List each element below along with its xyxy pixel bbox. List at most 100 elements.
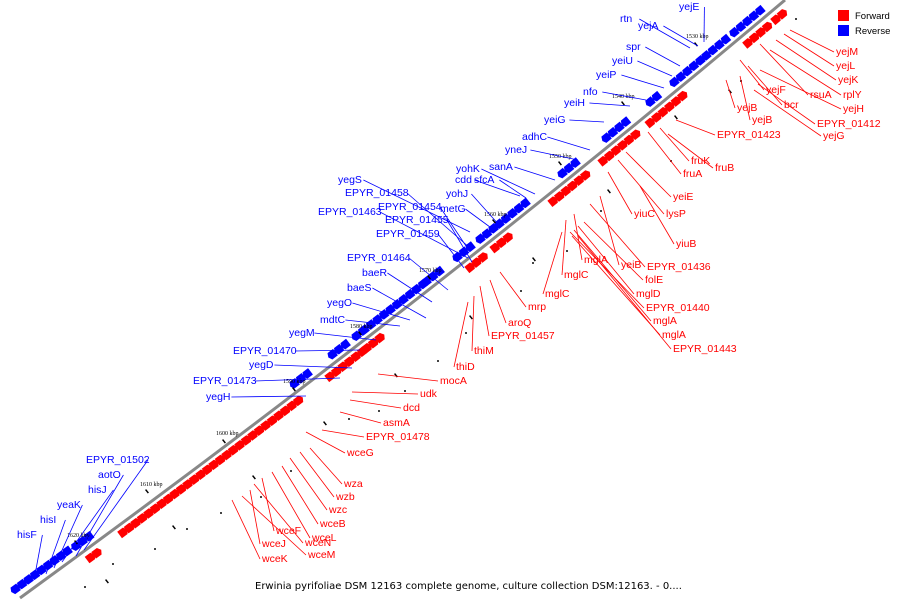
forward-label-leader — [667, 133, 714, 169]
forward-label-leader — [569, 231, 645, 309]
forward-gene-arrow — [234, 440, 245, 451]
forward-gene-arrow — [477, 252, 488, 263]
reverse-gene-label: yejE — [679, 1, 699, 13]
kbp-tick-label: 1600 kbp — [216, 431, 239, 437]
reverse-gene-arrow — [748, 10, 760, 22]
legend-label-forward: Forward — [855, 11, 890, 22]
kbp-tick — [394, 373, 398, 378]
scale-dot — [465, 332, 467, 334]
reverse-gene-label: hisI — [40, 514, 56, 526]
forward-label-leader — [479, 285, 490, 337]
reverse-gene-arrow — [289, 378, 300, 389]
forward-gene-label: yejG — [823, 130, 845, 142]
reverse-gene-arrow — [669, 76, 680, 88]
reverse-gene-arrow — [17, 578, 28, 590]
forward-gene-arrow — [663, 101, 675, 113]
forward-label-leader — [675, 119, 716, 136]
forward-gene-arrow — [579, 170, 591, 181]
scale-dot — [532, 262, 534, 264]
forward-gene-arrow — [169, 488, 180, 500]
reverse-label-leader — [406, 192, 471, 249]
scale-dot — [154, 548, 156, 550]
forward-label-leader — [789, 29, 835, 53]
reverse-gene-arrow — [607, 126, 619, 138]
forward-gene-label: wceN — [304, 537, 331, 549]
forward-label-leader — [647, 131, 682, 175]
reverse-gene-label: rtn — [620, 13, 632, 25]
kbp-tick — [292, 387, 296, 392]
reverse-label-leader — [363, 179, 471, 233]
forward-gene-arrow — [337, 361, 348, 373]
forward-gene-arrow — [676, 90, 688, 102]
reverse-gene-arrow — [404, 288, 416, 300]
reverse-gene-arrow — [327, 348, 338, 360]
forward-gene-arrow — [91, 548, 102, 559]
reverse-label-leader — [75, 474, 124, 557]
reverse-gene-arrow — [372, 314, 383, 325]
forward-gene-label: yejF — [766, 84, 786, 96]
reverse-gene-label: cdd — [455, 174, 472, 186]
reverse-gene-label: EPYR_01455 — [385, 214, 449, 226]
forward-gene-label: folE — [645, 274, 663, 286]
reverse-label-leader — [33, 534, 43, 581]
scale-dot — [186, 528, 188, 530]
reverse-label-leader — [621, 74, 665, 89]
forward-gene-label: rplY — [843, 89, 862, 101]
forward-label-leader — [499, 271, 527, 308]
reverse-gene-label: EPYR_01459 — [376, 228, 440, 240]
reverse-gene-arrow — [77, 535, 88, 547]
reverse-gene-label: yeiP — [596, 69, 616, 81]
forward-gene-arrow — [553, 191, 565, 202]
reverse-gene-arrow — [513, 202, 525, 214]
kbp-tick-label: 1530 kbp — [686, 34, 709, 40]
forward-gene-arrow — [260, 420, 271, 432]
forward-gene-arrow — [208, 459, 219, 471]
forward-gene-arrow — [123, 522, 135, 534]
kbp-tick — [492, 219, 496, 224]
reverse-gene-arrow — [707, 44, 719, 56]
forward-gene-arrow — [361, 343, 372, 354]
reverse-gene-label: EPYR_01463 — [318, 206, 382, 218]
forward-label-leader — [757, 83, 816, 125]
forward-gene-arrow — [616, 140, 628, 151]
forward-label-leader — [489, 279, 507, 324]
forward-gene-arrow — [560, 185, 571, 197]
forward-gene-label: udk — [420, 388, 438, 400]
forward-gene-arrow — [573, 175, 584, 187]
reverse-gene-label: EPYR_01473 — [193, 375, 257, 387]
forward-gene-arrow — [547, 196, 558, 208]
reverse-gene-arrow — [494, 218, 505, 229]
reverse-gene-label: EPYR_01470 — [233, 345, 297, 357]
reverse-gene-label: yegS — [338, 174, 362, 186]
forward-label-leader — [625, 151, 672, 198]
forward-gene-label: EPYR_01440 — [646, 302, 710, 314]
kbp-tick — [145, 489, 149, 494]
gene-arcs — [10, 4, 788, 595]
forward-gene-arrow — [324, 371, 335, 383]
reverse-label-leader — [465, 208, 495, 231]
forward-gene-label: yiuB — [676, 238, 696, 250]
legend-label-reverse: Reverse — [855, 26, 890, 37]
forward-gene-label: aroQ — [508, 317, 531, 329]
forward-label-leader — [261, 477, 275, 532]
forward-gene-arrow — [367, 338, 379, 349]
forward-label-leader — [309, 447, 343, 485]
reverse-gene-arrow — [701, 50, 712, 61]
reverse-gene-arrow — [557, 167, 568, 179]
reverse-gene-label: yeaK — [57, 499, 81, 511]
forward-label-leader — [351, 391, 419, 395]
forward-gene-label: wceF — [275, 525, 301, 537]
forward-gene-arrow — [240, 435, 252, 446]
forward-gene-arrow — [502, 232, 513, 244]
legend: Forward Reverse — [838, 10, 890, 37]
forward-label-leader — [453, 301, 469, 368]
forward-gene-arrow — [227, 445, 239, 456]
scale-dot — [520, 290, 522, 292]
reverse-gene-arrow — [302, 368, 313, 379]
forward-gene-label: EPYR_01478 — [366, 431, 430, 443]
scale-dot — [112, 563, 114, 565]
scale-dot — [84, 586, 86, 588]
forward-gene-label: mrp — [528, 301, 546, 313]
forward-gene-label: EPYR_01436 — [647, 261, 711, 273]
